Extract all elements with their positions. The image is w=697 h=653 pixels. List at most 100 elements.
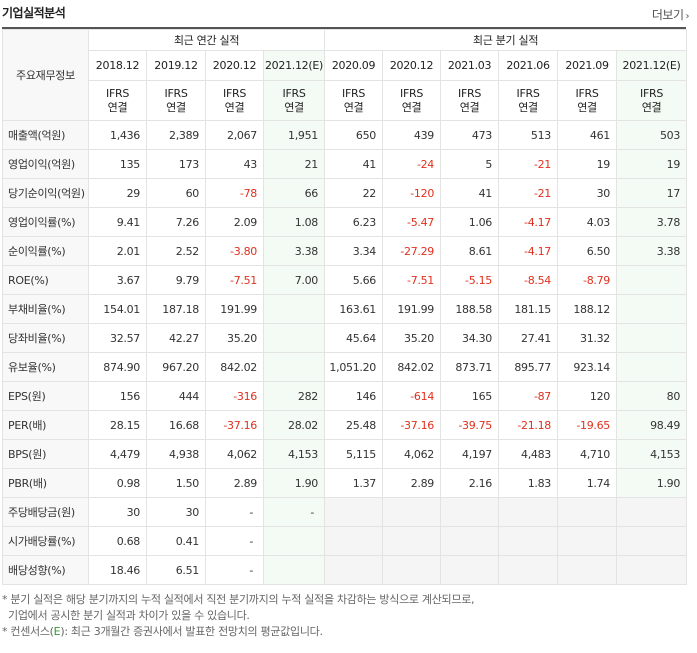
value-cell: 1,436 [88,120,147,150]
consolidated-text: 연결 [166,100,186,114]
row-label: 배당성향(%) [2,555,89,585]
value-cell: 41 [440,178,500,208]
empty-cell [324,526,384,556]
value-cell [262,352,326,382]
value-cell: 22 [324,178,384,208]
value-cell: 842.02 [382,352,442,382]
value-cell: 30 [557,178,618,208]
value-cell: 0.41 [146,526,206,556]
value-cell: 1.06 [440,207,500,237]
value-cell: -120 [382,178,442,208]
value-cell: 1.90 [616,468,688,498]
table-row: 영업이익(억원) 135 173 43 21 41 -24 5 -21 19 19 [2,149,688,179]
value-cell: - [205,555,264,585]
footnote-2: * 컨센서스(E): 최근 3개월간 증권사에서 발표한 전망치의 평균값입니다… [2,625,323,638]
value-cell: 34.30 [440,323,500,353]
value-cell: 439 [382,120,442,150]
empty-cell [382,555,442,585]
value-cell: 7.26 [146,207,206,237]
ifrs-label: IFRS 연결 [205,80,264,121]
quarterly-group-header: 최근 분기 실적 [324,29,688,51]
more-link[interactable]: 더보기 › [652,6,690,23]
consolidated-text: 연결 [224,100,245,114]
table-row: 매출액(억원) 1,436 2,389 2,067 1,951 650 439 473 513 4… [2,120,688,150]
row-label: 시가배당률(%) [2,526,89,556]
value-cell: 66 [262,178,326,208]
ifrs-text: IFRS [282,86,306,100]
empty-cell [557,555,618,585]
consensus-e-mark: E [53,625,61,638]
value-cell: 17 [616,178,688,208]
value-cell: 895.77 [498,352,559,382]
value-cell: -78 [205,178,264,208]
row-label: BPS(원) [2,439,89,469]
table-row: BPS(원) 4,479 4,938 4,062 4,153 5,115 4,062 4,19… [2,439,688,469]
ifrs-label: IFRS 연결 [557,80,618,121]
period-header: 2019.12 [146,50,206,81]
row-label: 당좌비율(%) [2,323,89,353]
ifrs-label: IFRS 연결 [382,80,442,121]
value-cell: 2.09 [205,207,264,237]
value-cell: -3.80 [205,236,264,266]
value-cell: -7.51 [205,265,264,295]
row-label: 매출액(억원) [2,120,89,150]
value-cell: 503 [616,120,688,150]
consolidated-text: 연결 [577,100,597,114]
ifrs-text: IFRS [458,86,482,100]
ifrs-text: IFRS [164,86,188,100]
value-cell: 191.99 [205,294,264,324]
value-cell: 4,197 [440,439,500,469]
value-cell: 1.37 [324,468,384,498]
table-row: 시가배당률(%) 0.68 0.41- [2,526,688,556]
row-label: PBR(배) [2,468,89,498]
value-cell: 2.52 [146,236,206,266]
value-cell: -316 [205,381,264,411]
empty-cell [616,497,688,527]
value-cell: -7.51 [382,265,442,295]
value-cell: 1.90 [262,468,326,498]
row-label: 부채비율(%) [2,294,89,324]
footnotes: * 분기 실적은 해당 분기까지의 누적 실적에서 직전 분기까지의 누적 실적… [2,592,475,640]
empty-cell [498,497,559,527]
value-cell: -39.75 [440,410,500,440]
section-title: 기업실적분석 [2,6,66,20]
table-row: 부채비율(%) 154.01 187.18 191.99 163.61 191.99 188… [2,294,688,324]
value-cell: 30 [146,497,206,527]
value-cell: 8.61 [440,236,500,266]
value-cell: -21 [498,178,559,208]
value-cell: 98.49 [616,410,688,440]
value-cell [616,294,688,324]
value-cell: 874.90 [88,352,147,382]
value-cell: 163.61 [324,294,384,324]
value-cell: 32.57 [88,323,147,353]
empty-cell [498,526,559,556]
footnote-1: * 분기 실적은 해당 분기까지의 누적 실적에서 직전 분기까지의 누적 실적… [2,593,475,606]
ifrs-label: IFRS 연결 [616,80,688,121]
value-cell: 2,389 [146,120,206,150]
value-cell: 3.38 [262,236,326,266]
value-cell: -614 [382,381,442,411]
consolidated-text: 연결 [641,100,662,114]
empty-cell [616,555,688,585]
value-cell: 181.15 [498,294,559,324]
row-label: PER(배) [2,410,89,440]
ifrs-label: IFRS 연결 [88,80,147,121]
value-cell: - [205,526,264,556]
empty-cell [382,526,442,556]
empty-cell [440,555,500,585]
ifrs-label: IFRS 연결 [440,80,500,121]
ifrs-label: IFRS 연결 [146,80,206,121]
value-cell: 461 [557,120,618,150]
value-cell: -21 [498,149,559,179]
ifrs-text: IFRS [106,86,129,100]
value-cell: 120 [557,381,618,411]
value-cell: 6.51 [146,555,206,585]
consolidated-text: 연결 [107,100,128,114]
value-cell: 473 [440,120,500,150]
empty-cell [382,497,442,527]
value-cell: 28.02 [262,410,326,440]
value-cell: 1.08 [262,207,326,237]
value-cell: 28.15 [88,410,147,440]
value-cell: -5.47 [382,207,442,237]
value-cell: 3.67 [88,265,147,295]
